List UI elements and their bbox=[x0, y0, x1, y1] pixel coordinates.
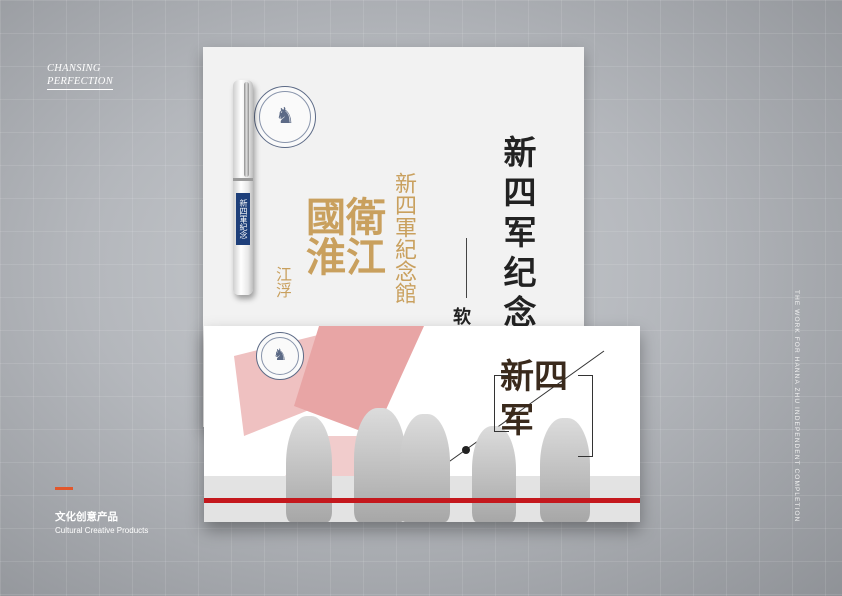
card-seal-icon: ♞ bbox=[256, 332, 304, 380]
pen bbox=[233, 80, 253, 295]
line-dot bbox=[462, 446, 470, 454]
statue-figure-4 bbox=[472, 426, 516, 522]
statue-figure-5 bbox=[540, 418, 590, 522]
brand-logo: CHANSING PERFECTION bbox=[47, 62, 113, 90]
category-accent-bar bbox=[55, 487, 73, 490]
card-title: 新四军 bbox=[500, 357, 568, 441]
diagonal-line bbox=[428, 350, 605, 477]
sheet-subtitle: 软 bbox=[453, 307, 471, 327]
statue-figure-2 bbox=[354, 408, 406, 522]
card-title-bracket-left bbox=[494, 375, 509, 432]
flag-shape-right bbox=[294, 326, 424, 436]
calligraphy-col-3: 新四軍紀念館 bbox=[391, 172, 416, 304]
pen-cap-band bbox=[233, 178, 253, 181]
pen-clip bbox=[244, 82, 249, 177]
calligraphy-col-2: 國淮 bbox=[299, 196, 346, 276]
brand-line-1: CHANSING bbox=[47, 63, 101, 74]
statue-figure-1 bbox=[286, 416, 332, 522]
category-title-en: Cultural Creative Products bbox=[55, 526, 149, 535]
calligraphy-col-4: 江浮 bbox=[273, 266, 292, 298]
pen-label: 新四軍紀念 bbox=[236, 193, 250, 245]
calligraphy-col-1: 衛江 bbox=[339, 196, 386, 276]
envelope-card: ♞ bbox=[204, 326, 640, 522]
brand-line-2: PERFECTION bbox=[47, 75, 113, 90]
card-title-bracket-right bbox=[578, 375, 593, 457]
card-red-stripe bbox=[204, 498, 640, 503]
museum-seal-icon: ♞ bbox=[254, 86, 316, 148]
side-caption: THE WORK FOR HANNA ZHU INDEPENDENT COMPL… bbox=[793, 290, 800, 523]
sheet-title: 新四军纪念 bbox=[503, 133, 537, 332]
statue-figure-3 bbox=[400, 414, 450, 522]
category-title-cn: 文化创意产品 bbox=[55, 511, 118, 523]
sheet-divider bbox=[466, 238, 467, 298]
